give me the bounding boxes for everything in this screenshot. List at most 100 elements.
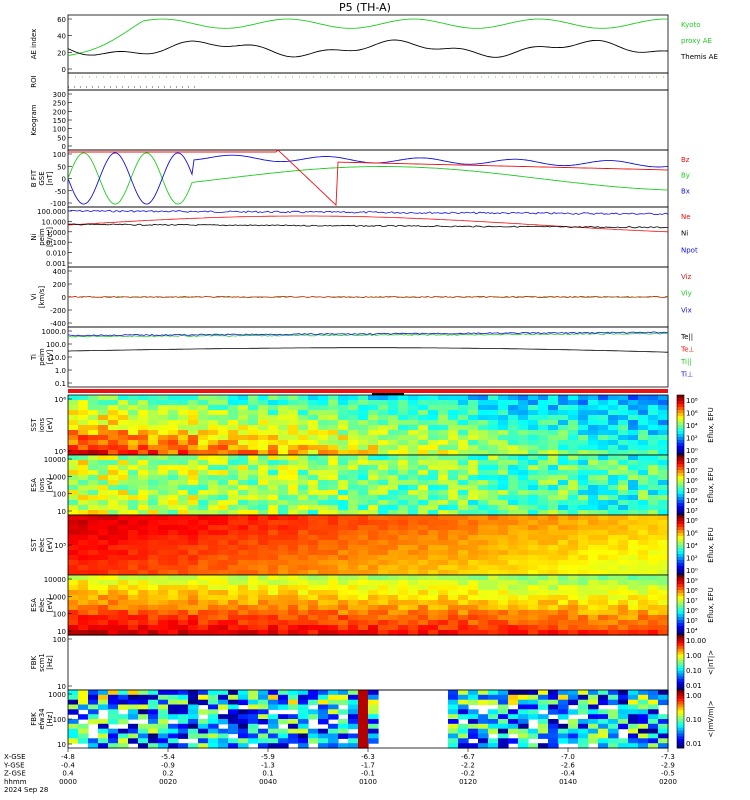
spectrogram-cell — [218, 565, 229, 571]
spectrogram-cell — [138, 485, 149, 491]
spectrogram-cell — [638, 455, 649, 461]
spectrogram-cell — [328, 420, 339, 426]
spectrogram-cell — [518, 590, 529, 596]
spectrogram-cell — [338, 535, 349, 541]
spectrogram-cell — [258, 405, 269, 411]
spectrogram-cell — [188, 445, 199, 451]
spectrogram-cell — [548, 605, 559, 611]
spectrogram-cell — [298, 704, 309, 710]
spectrogram-cell — [268, 395, 279, 401]
spectrogram-cell — [428, 460, 439, 466]
spectrogram-cell — [538, 620, 549, 626]
spectrogram-cell — [568, 415, 579, 421]
spectrogram-cell — [68, 525, 79, 531]
spectrogram-cell — [468, 615, 479, 621]
spectrogram-cell — [618, 410, 629, 416]
spectrogram-cell — [198, 495, 209, 501]
spectrogram-cell — [258, 714, 269, 720]
spectrogram-cell — [348, 694, 359, 701]
spectrogram-cell — [458, 540, 469, 546]
spectrogram-cell — [298, 470, 309, 476]
spectrogram-cell — [78, 480, 89, 486]
colorbar-cell — [677, 533, 684, 537]
colorbar-tick-label: 10⁵ — [686, 617, 698, 625]
spectrogram-cell — [578, 500, 589, 506]
spectrogram-cell — [508, 690, 519, 696]
spectrogram-cell — [158, 690, 169, 696]
spectrogram-cell — [578, 699, 589, 706]
spectrogram-cell — [138, 585, 149, 591]
spectrogram-cell — [278, 560, 289, 566]
spectrogram-cell — [178, 704, 189, 710]
spectrogram-cell — [158, 570, 169, 576]
spectrogram-cell — [488, 455, 499, 461]
spectrogram-cell — [388, 555, 399, 561]
spectrogram-cell — [318, 535, 329, 541]
spectrogram-cell — [638, 525, 649, 531]
spectrogram-cell — [158, 610, 169, 616]
spectrogram-cell — [98, 570, 109, 576]
spectrogram-cell — [338, 580, 349, 586]
spectrogram-cell — [268, 425, 279, 431]
spectrogram-cell — [318, 630, 329, 636]
spectrogram-cell — [468, 455, 479, 461]
spectrogram-cell — [588, 490, 599, 496]
spectrogram-cell — [358, 630, 369, 636]
spectrogram-cell — [578, 575, 589, 581]
spectrogram-cell — [608, 455, 619, 461]
spectrogram-cell — [638, 719, 649, 725]
spectrogram-cell — [298, 630, 309, 636]
spectrogram-cell — [188, 440, 199, 446]
spectrogram-cell — [548, 445, 559, 451]
spectrogram-cell — [238, 475, 249, 481]
spectrogram-cell — [568, 570, 579, 576]
spectrogram-cell — [298, 690, 309, 696]
spectrogram-cell — [68, 485, 79, 491]
spectrogram-cell — [388, 425, 399, 431]
spectrogram-cell — [118, 475, 129, 481]
spectrogram-cell — [388, 520, 399, 526]
spectrogram-cell — [88, 600, 99, 606]
colorbar-cell — [677, 542, 684, 546]
spectrogram-cell — [498, 400, 509, 406]
spectrogram-cell — [598, 560, 609, 566]
spectrogram-cell — [228, 440, 239, 446]
spectrogram-cell — [628, 699, 639, 706]
spectrogram-cell — [468, 485, 479, 491]
spectrogram-cell — [318, 455, 329, 461]
spectrogram-cell — [558, 425, 569, 431]
spectrogram-cell — [268, 605, 279, 611]
spectrogram-cell — [268, 430, 279, 436]
spectrogram-cell — [618, 415, 629, 421]
spectrogram-cell — [268, 455, 279, 461]
spectrogram-cell — [148, 460, 159, 466]
spectrogram-cell — [618, 699, 629, 706]
spectrogram-cell — [498, 560, 509, 566]
spectrogram-cell — [338, 585, 349, 591]
spectrogram-cell — [558, 575, 569, 581]
spectrogram-cell — [438, 435, 449, 441]
spectrogram-cell — [528, 615, 539, 621]
spectrogram-cell — [378, 455, 389, 461]
spectrogram-cell — [218, 540, 229, 546]
spectrogram-cell — [178, 580, 189, 586]
spectrogram-cell — [348, 575, 359, 581]
spectrogram-cell — [508, 470, 519, 476]
spectrogram-cell — [488, 743, 499, 749]
spectrogram-cell — [218, 460, 229, 466]
spectrogram-cell — [308, 545, 319, 551]
spectrogram-cell — [98, 450, 109, 456]
spectrogram-cell — [388, 460, 399, 466]
x-tick-label: 0100 — [359, 778, 377, 786]
spectrogram-cell — [338, 600, 349, 606]
spectrogram-cell — [578, 435, 589, 441]
y-axis-label: [eV] — [46, 417, 54, 432]
spectrogram-cell — [598, 455, 609, 461]
colorbar-cell — [677, 500, 684, 504]
spectrogram-cell — [498, 510, 509, 516]
spectrogram-cell — [208, 575, 219, 581]
spectrogram-cell — [378, 550, 389, 556]
spectrogram-cell — [208, 719, 219, 725]
spectrogram-cell — [518, 630, 529, 636]
spectrogram-cell — [118, 540, 129, 546]
